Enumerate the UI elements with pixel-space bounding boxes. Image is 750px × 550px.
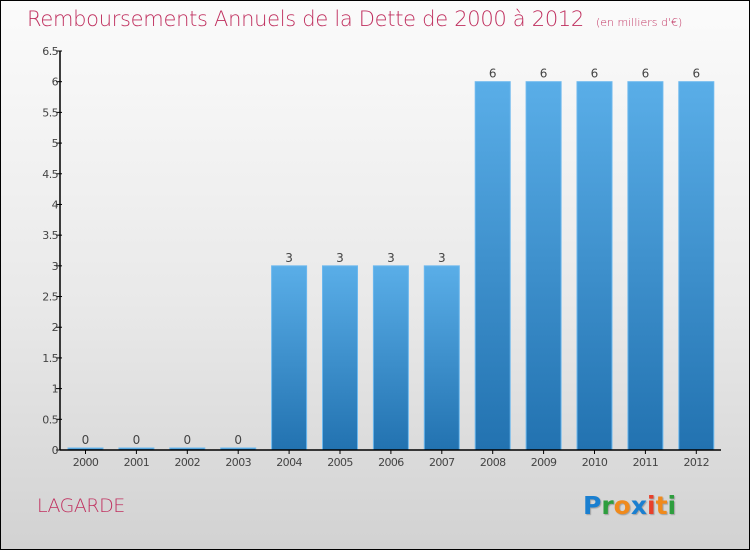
- x-tick-label-2004: 2004: [276, 456, 302, 469]
- title-text: Remboursements Annuels de la Dette de 20…: [27, 7, 584, 31]
- y-tick-label-2.5: 2.5: [42, 291, 58, 304]
- y-tick-label-6: 6: [52, 76, 59, 89]
- bars-group: 0 0 0 0 3 3 3 3 6 6 6 6 6: [67, 67, 715, 451]
- y-tick-label-5: 5: [52, 137, 59, 150]
- bar-2010: [576, 81, 613, 451]
- logo-letter: t: [655, 491, 668, 520]
- bar-2009: [525, 81, 562, 451]
- y-tick-label-0.5: 0.5: [42, 413, 58, 426]
- value-label-2005: 3: [336, 251, 344, 265]
- x-tick-label-2012: 2012: [683, 456, 709, 469]
- value-label-2010: 6: [591, 67, 599, 81]
- logo-letter: r: [601, 491, 614, 520]
- bar-2004: [271, 265, 308, 451]
- bar-2008: [474, 81, 511, 451]
- x-tick-label-2000: 2000: [73, 456, 99, 469]
- value-label-2011: 6: [642, 67, 650, 81]
- x-tick-label-2005: 2005: [327, 456, 353, 469]
- logo-letter: i: [647, 491, 656, 520]
- y-tick-label-1.5: 1.5: [42, 352, 58, 365]
- value-label-2004: 3: [285, 251, 293, 265]
- value-label-2002: 0: [183, 433, 191, 447]
- value-label-2012: 6: [692, 67, 700, 81]
- unit-note: (en milliers d'€): [596, 16, 683, 29]
- value-label-2008: 6: [489, 67, 497, 81]
- x-tick-label-2001: 2001: [124, 456, 150, 469]
- value-label-2000: 0: [82, 433, 90, 447]
- bar-2006: [372, 265, 409, 451]
- y-tick-label-5.5: 5.5: [42, 106, 58, 119]
- value-label-2003: 0: [234, 433, 242, 447]
- y-tick-label-0: 0: [52, 444, 59, 457]
- y-tick-label-3.5: 3.5: [42, 229, 58, 242]
- bar-2005: [322, 265, 358, 451]
- x-tick-label-2003: 2003: [225, 456, 251, 469]
- bar-2007: [423, 265, 460, 451]
- x-tick-label-2008: 2008: [480, 456, 506, 469]
- x-tick-label-2010: 2010: [582, 456, 608, 469]
- x-tick-label-2007: 2007: [429, 456, 455, 469]
- x-tick-label-2002: 2002: [174, 456, 200, 469]
- x-axis: 2000 2001 2002 2003 2004 2005 2006 2007 2008 2009…: [60, 449, 721, 469]
- bar-2011: [627, 81, 664, 451]
- y-tick-label-6.5: 6.5: [42, 45, 58, 58]
- y-tick-label-1: 1: [52, 383, 58, 396]
- logo-letter: i: [667, 491, 677, 520]
- y-tick-label-4: 4: [52, 198, 59, 211]
- bar-2012: [678, 81, 715, 451]
- logo-letter: x: [630, 491, 647, 520]
- y-tick-label-2: 2: [52, 321, 58, 334]
- y-tick-label-4.5: 4.5: [42, 168, 58, 181]
- value-label-2009: 6: [540, 67, 548, 81]
- value-label-2007: 3: [438, 251, 446, 265]
- x-tick-label-2006: 2006: [378, 456, 404, 469]
- value-label-2001: 0: [133, 433, 141, 447]
- logo-letter: o: [613, 491, 631, 520]
- value-label-2006: 3: [387, 251, 395, 265]
- commune-name: LAGARDE: [37, 495, 125, 517]
- x-tick-label-2009: 2009: [531, 456, 557, 469]
- logo-letter: P: [583, 491, 602, 520]
- x-tick-label-2011: 2011: [633, 456, 659, 469]
- proxiti-logo[interactable]: Proxiti: [583, 491, 676, 520]
- y-axis: 0 0.5 1 1.5 2 2.5 3 3.5 4 4.5 5 5.5 6 6.5: [42, 45, 62, 457]
- chart-title: Remboursements Annuels de la Dette de 20…: [27, 7, 682, 31]
- y-tick-label-3: 3: [52, 260, 59, 273]
